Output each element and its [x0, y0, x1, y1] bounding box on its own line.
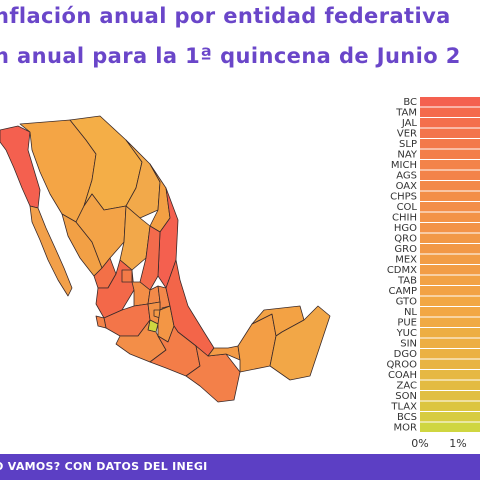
category-label-mor: MOR	[394, 423, 417, 434]
category-label-dgo: DGO	[394, 349, 417, 360]
bar-oax	[420, 181, 480, 191]
bar-yuc	[420, 328, 480, 338]
category-label-oax: OAX	[396, 181, 418, 192]
category-label-tab: TAB	[397, 276, 417, 287]
bar-qro	[420, 233, 480, 243]
category-label-coah: COAH	[388, 370, 417, 381]
category-label-slp: SLP	[399, 139, 417, 150]
chart-title-line-1: nflación anual por entidad federativa	[0, 4, 451, 28]
map-state-qroo	[269, 305, 331, 381]
bar-qroo	[420, 359, 480, 369]
bar-ags	[420, 170, 480, 180]
bar-tab	[420, 275, 480, 285]
bar-mex	[420, 254, 480, 264]
category-label-cdmx: CDMX	[387, 265, 417, 276]
category-label-jal: JAL	[401, 118, 418, 129]
bar-bcs	[420, 412, 480, 422]
bar-tam	[420, 107, 480, 117]
bar-tlax	[420, 401, 480, 411]
bar-dgo	[420, 349, 480, 359]
category-label-bcs: BCS	[397, 412, 417, 423]
category-label-ags: AGS	[396, 171, 417, 182]
category-label-gro: GRO	[394, 244, 417, 255]
bar-sin	[420, 338, 480, 348]
bar-son	[420, 391, 480, 401]
category-label-son: SON	[395, 391, 417, 402]
bar-slp	[420, 139, 480, 149]
bar-gto	[420, 296, 480, 306]
bar-chps	[420, 191, 480, 201]
category-label-nl: NL	[404, 307, 417, 318]
x-tick-label: 0%	[411, 437, 428, 450]
map-state-bcs	[29, 205, 73, 297]
category-label-chps: CHPS	[390, 192, 417, 203]
category-label-hgo: HGO	[394, 223, 417, 234]
chart-title-line-2: n anual para la 1ª quincena de Junio 2	[0, 44, 461, 68]
bar-ver	[420, 128, 480, 138]
category-label-mich: MICH	[391, 160, 417, 171]
map-state-col	[95, 315, 107, 329]
bar-cdmx	[420, 265, 480, 275]
category-label-qroo: QROO	[386, 360, 417, 371]
category-label-bc: BC	[403, 97, 417, 108]
bar-hgo	[420, 223, 480, 233]
category-label-yuc: YUC	[396, 328, 417, 339]
category-label-sin: SIN	[400, 339, 417, 350]
mexico-choropleth-map	[0, 115, 331, 403]
category-label-zac: ZAC	[397, 381, 418, 392]
bar-chih	[420, 212, 480, 222]
footer-text: O VAMOS? CON DATOS DEL INEGI	[0, 460, 208, 473]
footer-banner: O VAMOS? CON DATOS DEL INEGI	[0, 454, 480, 480]
category-label-nay: NAY	[397, 150, 418, 161]
category-label-qro: QRO	[394, 234, 417, 245]
category-label-ver: VER	[397, 129, 417, 140]
bar-bc	[420, 97, 480, 107]
map-state-tam	[157, 187, 179, 289]
bar-col	[420, 202, 480, 212]
bar-pue	[420, 317, 480, 327]
inflation-bar-chart: BCTAMJALVERSLPNAYMICHAGSOAXCHPSCOLCHIHHG…	[386, 97, 480, 450]
bar-nay	[420, 149, 480, 159]
category-label-tlax: TLAX	[390, 402, 417, 413]
bar-camp	[420, 286, 480, 296]
map-state-ags	[121, 269, 133, 283]
bar-coah	[420, 370, 480, 380]
category-label-pue: PUE	[397, 318, 417, 329]
category-label-chih: CHIH	[392, 213, 417, 224]
x-tick-label: 1%	[449, 437, 466, 450]
category-label-col: COL	[397, 202, 418, 213]
bar-zac	[420, 380, 480, 390]
category-label-mex: MEX	[395, 255, 417, 266]
category-label-tam: TAM	[395, 108, 417, 119]
bar-nl	[420, 307, 480, 317]
category-label-camp: CAMP	[389, 286, 417, 297]
bar-mor	[420, 422, 480, 432]
bar-gro	[420, 244, 480, 254]
bar-jal	[420, 118, 480, 128]
category-label-gto: GTO	[396, 297, 418, 308]
bar-mich	[420, 160, 480, 170]
